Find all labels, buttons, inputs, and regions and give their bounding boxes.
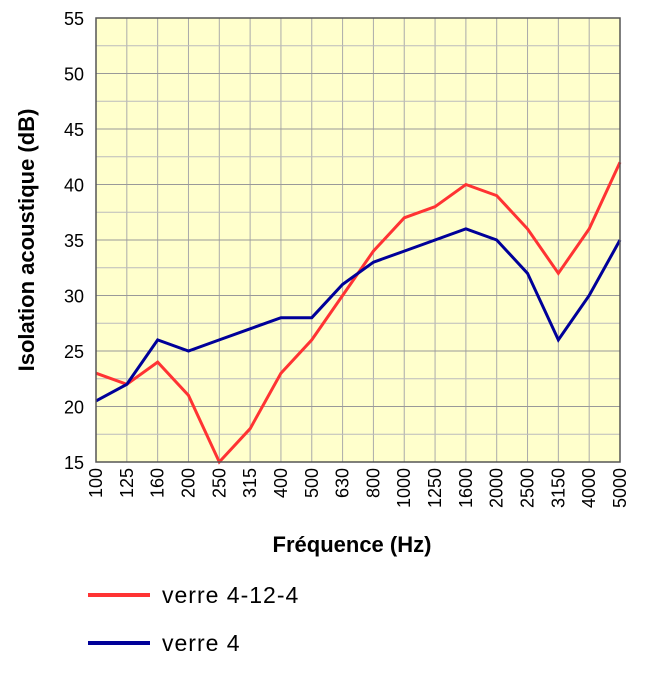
y-tick-labels: 15 20 25 30 35 40 45 50 55 (64, 9, 84, 473)
legend-label-verre-4-12-4: verre 4-12-4 (162, 582, 299, 609)
x-tick-label: 5000 (610, 468, 630, 508)
x-tick-label: 630 (333, 468, 353, 498)
legend-swatch-verre-4-12-4 (88, 593, 150, 597)
legend-item-verre-4-12-4: verre 4-12-4 (88, 580, 299, 610)
line-chart: 15 20 25 30 35 40 45 50 55 100 125 160 200 250 315 400… (0, 0, 646, 575)
y-tick-label: 15 (64, 453, 84, 473)
x-axis-title: Fréquence (Hz) (273, 532, 432, 557)
y-tick-label: 20 (64, 398, 84, 418)
x-tick-label: 250 (209, 468, 229, 498)
x-tick-label: 125 (117, 468, 137, 498)
x-tick-label: 2000 (487, 468, 507, 508)
y-tick-label: 25 (64, 342, 84, 362)
legend-swatch-verre-4 (88, 641, 150, 645)
legend: verre 4-12-4 verre 4 (88, 580, 299, 676)
y-tick-label: 40 (64, 176, 84, 196)
y-tick-label: 35 (64, 231, 84, 251)
x-tick-labels: 100 125 160 200 250 315 400 500 630 800 1000 1250 16… (86, 468, 630, 508)
x-tick-label: 315 (240, 468, 260, 498)
x-tick-label: 500 (302, 468, 322, 498)
y-tick-label: 55 (64, 9, 84, 29)
x-tick-label: 3150 (548, 468, 568, 508)
y-tick-label: 45 (64, 120, 84, 140)
x-tick-label: 160 (148, 468, 168, 498)
legend-item-verre-4: verre 4 (88, 628, 299, 658)
x-tick-label: 200 (178, 468, 198, 498)
y-tick-label: 30 (64, 287, 84, 307)
x-tick-label: 100 (86, 468, 106, 498)
y-axis-title: Isolation acoustique (dB) (14, 109, 39, 372)
x-tick-label: 4000 (579, 468, 599, 508)
x-tick-label: 1600 (456, 468, 476, 508)
legend-label-verre-4: verre 4 (162, 630, 241, 657)
x-tick-label: 1250 (425, 468, 445, 508)
x-tick-label: 800 (363, 468, 383, 498)
x-tick-label: 1000 (394, 468, 414, 508)
x-tick-label: 2500 (518, 468, 538, 508)
y-tick-label: 50 (64, 65, 84, 85)
x-tick-label: 400 (271, 468, 291, 498)
